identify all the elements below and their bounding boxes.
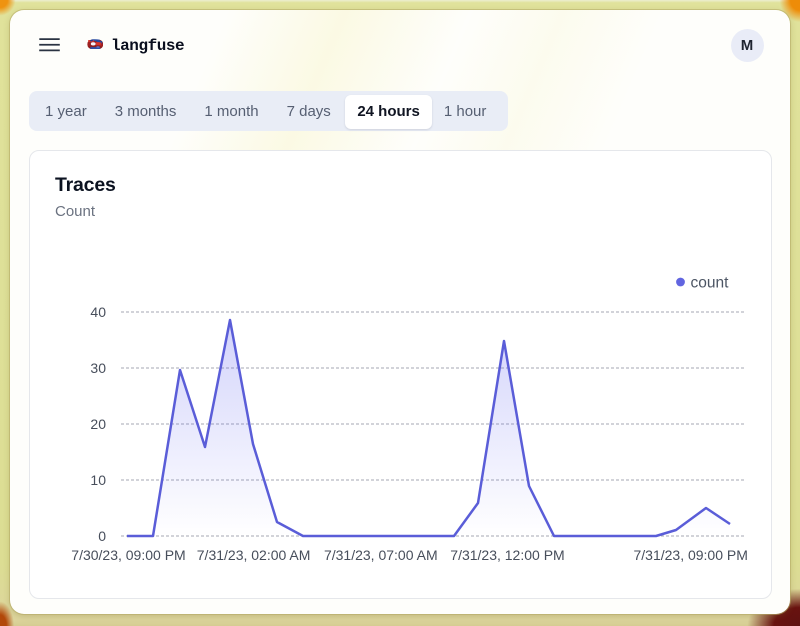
svg-text:30: 30 <box>90 360 106 376</box>
svg-text:count: count <box>691 275 730 292</box>
svg-text:0: 0 <box>98 528 106 544</box>
svg-text:7/31/23, 12:00 PM: 7/31/23, 12:00 PM <box>450 547 564 563</box>
svg-text:7/30/23, 09:00 PM: 7/30/23, 09:00 PM <box>71 547 185 563</box>
svg-text:10: 10 <box>90 472 106 488</box>
svg-text:7/31/23, 09:00 PM: 7/31/23, 09:00 PM <box>633 547 747 563</box>
svg-text:7/31/23, 02:00 AM: 7/31/23, 02:00 AM <box>197 547 311 563</box>
svg-text:40: 40 <box>90 304 106 320</box>
svg-text:20: 20 <box>90 416 106 432</box>
svg-text:7/31/23, 07:00 AM: 7/31/23, 07:00 AM <box>324 547 438 563</box>
